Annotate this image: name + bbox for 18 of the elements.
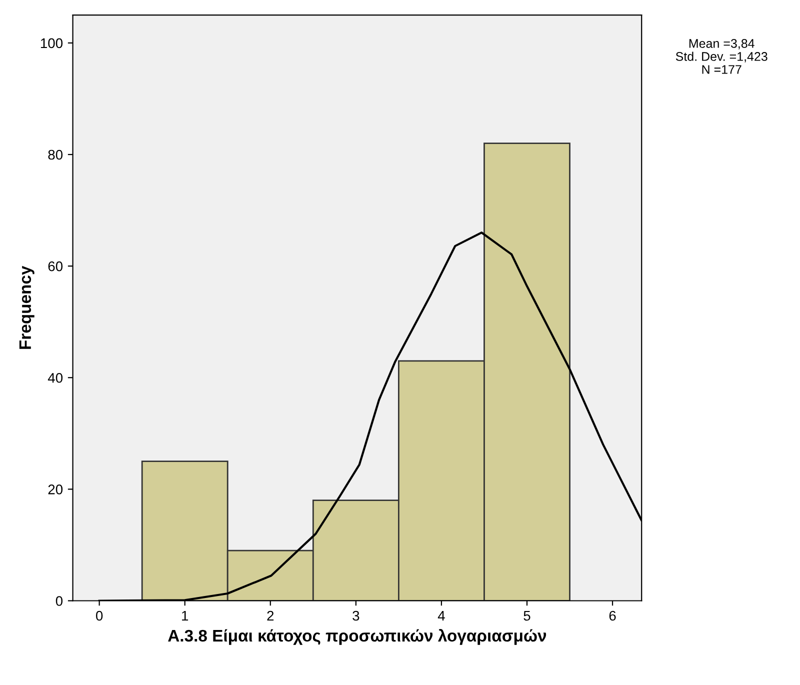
y-tick-label: 80 (48, 150, 63, 160)
x-tick-label: 2 (267, 610, 274, 621)
x-tick-label: 6 (609, 610, 616, 621)
x-tick-label: 5 (524, 610, 530, 621)
x-tick-label: 3 (352, 610, 360, 621)
y-axis-title: Frequency (19, 266, 34, 349)
text: Std. Dev. =1,423 (676, 52, 768, 62)
y-tick-label: 40 (48, 372, 63, 383)
x-tick-label: 4 (438, 610, 445, 621)
y-tick-label: 0 (56, 596, 63, 606)
y-tick-label: 20 (48, 484, 63, 494)
text: N =177 (702, 65, 742, 74)
text: Mean =3,84 (689, 39, 754, 50)
x-axis-title: A.3.8 Είμαι κάτοχος προσωπικών λογαριασμών (168, 628, 546, 645)
x-tick-label: 1 (182, 610, 188, 621)
y-tick-label: 60 (48, 261, 63, 272)
y-tick-label: 100 (40, 38, 63, 48)
x-tick-label: 0 (96, 610, 103, 621)
